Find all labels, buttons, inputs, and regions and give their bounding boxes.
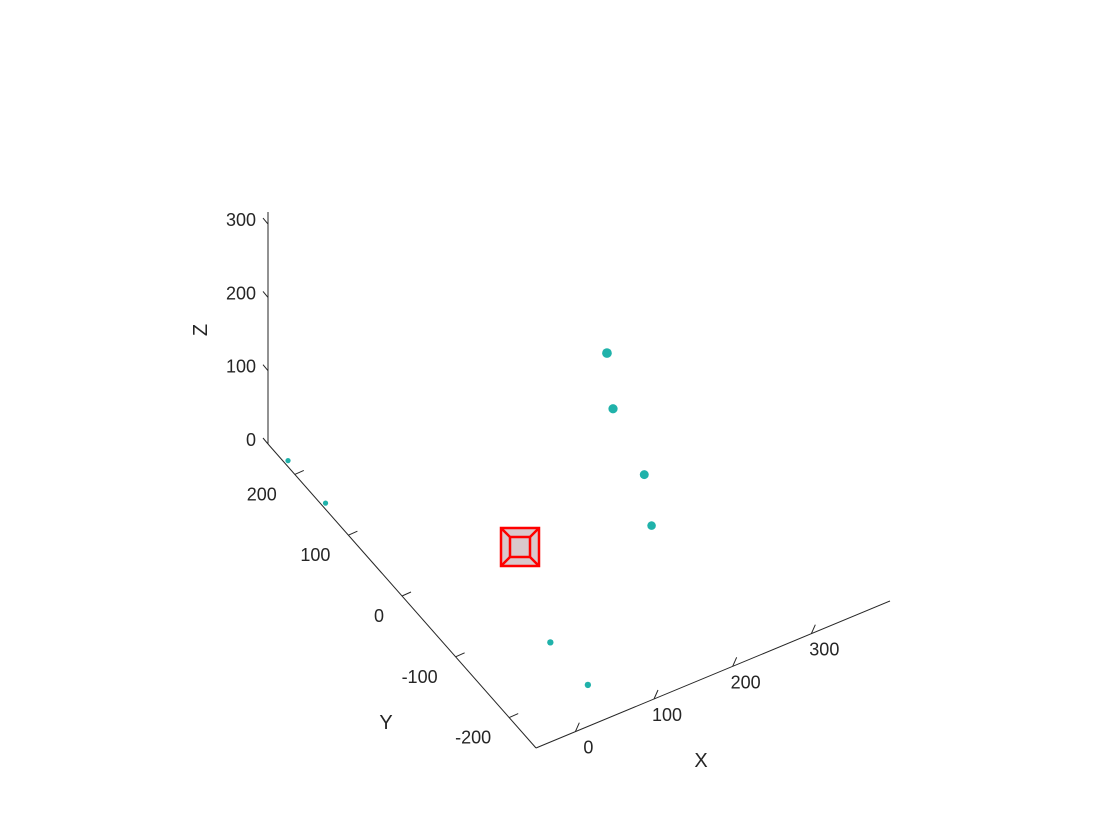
y-axis-title: Y xyxy=(379,712,392,734)
axis-tick-labels: 0 100 200 300 -200 -100 0 100 200 0 100 200 300 xyxy=(226,210,839,758)
y-tick-label: -200 xyxy=(455,728,491,748)
scatter-point xyxy=(584,681,592,689)
x-axis-line xyxy=(535,600,891,749)
scatter-point xyxy=(322,500,329,506)
axes-lines xyxy=(267,212,891,749)
scatter-point xyxy=(547,639,554,646)
x-axis-title: X xyxy=(694,750,707,772)
y-tick-label: 200 xyxy=(247,484,277,504)
axis-titles: X Y Z xyxy=(190,324,708,772)
z-tick-mark xyxy=(262,437,269,445)
y-tick-label: 100 xyxy=(300,545,330,565)
z-tick-mark xyxy=(262,291,269,298)
scatter-point xyxy=(608,404,618,414)
axis-ticks xyxy=(262,217,816,732)
x-tick-mark xyxy=(574,722,580,732)
scatter-point xyxy=(639,470,649,480)
z-tick-label: 0 xyxy=(246,430,256,450)
z-tick-label: 300 xyxy=(226,210,256,230)
scatter-point xyxy=(647,521,656,530)
y-tick-mark xyxy=(455,652,465,658)
y-tick-label: -100 xyxy=(402,667,438,687)
scatter-point xyxy=(602,348,612,358)
x-tick-label: 300 xyxy=(809,640,839,660)
z-axis-title: Z xyxy=(190,324,212,336)
x-tick-mark xyxy=(810,624,816,634)
x-tick-mark xyxy=(732,657,738,667)
y-tick-mark xyxy=(508,713,519,719)
x-tick-mark xyxy=(653,689,659,700)
data-marks xyxy=(285,348,656,689)
x-tick-label: 200 xyxy=(731,672,761,692)
y-tick-mark xyxy=(294,469,305,475)
y-tick-mark xyxy=(348,530,358,536)
x-tick-label: 0 xyxy=(583,738,593,758)
scatter-point xyxy=(285,457,291,464)
z-tick-mark xyxy=(262,364,269,372)
y-tick-label: 0 xyxy=(374,606,384,626)
x-tick-label: 100 xyxy=(652,705,682,725)
z-tick-mark xyxy=(262,217,269,225)
cube-marker xyxy=(499,526,541,568)
z-tick-label: 100 xyxy=(226,357,256,377)
z-tick-label: 200 xyxy=(226,283,256,303)
y-tick-mark xyxy=(401,591,412,597)
